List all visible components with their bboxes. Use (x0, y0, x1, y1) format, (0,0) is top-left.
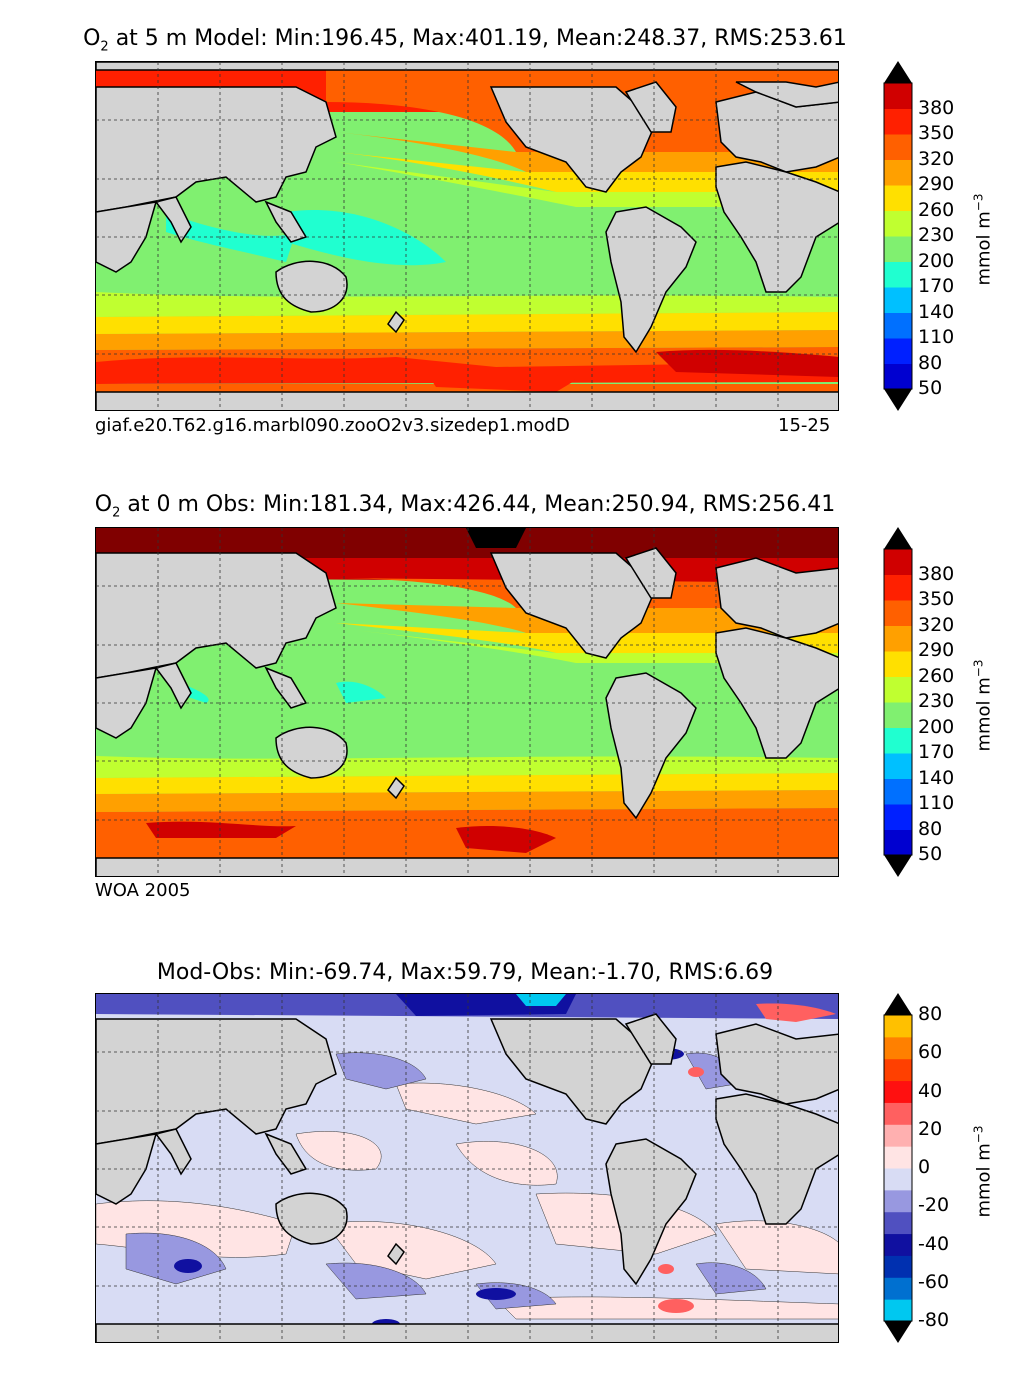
colorbar-segment (884, 83, 912, 109)
colorbar-segment (884, 625, 912, 652)
colorbar-tick-label: 110 (918, 326, 955, 348)
colorbar-segment (884, 1299, 912, 1322)
colorbar-segment (884, 185, 912, 211)
colorbar-segment (884, 210, 912, 237)
colorbar-segment (884, 1124, 912, 1147)
colorbar-segment (884, 702, 912, 728)
colorbar-tick-label: 20 (918, 1117, 943, 1140)
colorbar-segment (884, 261, 912, 288)
colorbar-segment (884, 600, 912, 626)
colorbar-tick-label: 80 (918, 351, 943, 374)
colorbar-segment (884, 338, 912, 364)
colorbar-tick-label: 380 (918, 562, 955, 585)
panel3-map[interactable] (95, 993, 839, 1343)
colorbar-extend-high (884, 527, 912, 549)
panel1-colorbar (883, 61, 913, 411)
colorbar-tick-label: 50 (918, 377, 943, 399)
colorbar-segment (884, 134, 912, 160)
colorbar-tick-label: 140 (918, 300, 955, 323)
colorbar-segment (884, 1058, 912, 1082)
colorbar-tick-label: 230 (918, 690, 955, 712)
colorbar-extend-high (884, 61, 912, 83)
colorbar-extend-low (884, 855, 912, 877)
colorbar-extend-high (884, 993, 912, 1015)
colorbar-segment (884, 1168, 912, 1191)
panel2-title: O2 at 0 m Obs: Min:181.34, Max:426.44, M… (94, 492, 836, 521)
colorbar-tick-label: 110 (918, 792, 955, 814)
colorbar-tick-label: 320 (918, 613, 955, 636)
colorbar-segment (884, 574, 912, 601)
colorbar-segment (884, 778, 912, 805)
colorbar-segment (884, 159, 912, 186)
colorbar-tick-label: 140 (918, 766, 955, 789)
panel2-map[interactable] (95, 527, 839, 877)
colorbar-segment (884, 312, 912, 339)
colorbar-tick-label: 0 (918, 1156, 931, 1178)
panel1-title: O2 at 5 m Model: Min:196.45, Max:401.19,… (83, 26, 847, 55)
colorbar-segment (884, 1189, 912, 1213)
colorbar-extend-low (884, 389, 912, 411)
colorbar-segment (884, 363, 912, 390)
colorbar-segment (884, 1211, 912, 1235)
panel3-colorbar-unit: mmol m−3 (971, 1125, 995, 1218)
colorbar-tick-label: -60 (918, 1270, 950, 1293)
colorbar-segment (884, 727, 912, 754)
colorbar-frame (883, 1014, 913, 1322)
colorbar-segment (884, 753, 912, 779)
colorbar-tick-label: 380 (918, 96, 955, 119)
colorbar-segment (884, 1015, 912, 1038)
colorbar-tick-label: 200 (918, 249, 955, 272)
colorbar-tick-label: -40 (918, 1232, 950, 1255)
colorbar-segment (884, 651, 912, 677)
colorbar-tick-label: 80 (918, 1003, 943, 1025)
colorbar-tick-label: 260 (918, 198, 955, 221)
colorbar-segment (884, 1102, 912, 1125)
colorbar-tick-label: 260 (918, 664, 955, 687)
colorbar-tick-label: -20 (918, 1194, 950, 1217)
panel3-colorbar (883, 993, 913, 1343)
colorbar-tick-label: -80 (918, 1309, 950, 1331)
colorbar-segment (884, 829, 912, 856)
colorbar-tick-label: 350 (918, 588, 955, 610)
colorbar-segment (884, 676, 912, 703)
colorbar-tick-label: 80 (918, 817, 943, 840)
colorbar-segment (884, 1277, 912, 1300)
panel2-colorbar (883, 527, 913, 877)
colorbar-tick-label: 170 (918, 275, 955, 297)
colorbar-extend-low (884, 1321, 912, 1343)
colorbar-segment (884, 549, 912, 575)
colorbar-segment (884, 236, 912, 262)
colorbar-segment (884, 804, 912, 830)
colorbar-segment (884, 287, 912, 313)
panel3-title: Mod-Obs: Min:-69.74, Max:59.79, Mean:-1.… (156, 960, 774, 985)
colorbar-segment (884, 108, 912, 135)
colorbar-tick-label: 200 (918, 715, 955, 738)
colorbar-segment (884, 1146, 912, 1169)
colorbar-frame (883, 82, 913, 390)
colorbar-tick-label: 350 (918, 122, 955, 144)
colorbar-tick-label: 230 (918, 224, 955, 246)
panel2-colorbar-unit: mmol m−3 (971, 659, 995, 752)
colorbar-segment (884, 1233, 912, 1256)
panel1-map[interactable] (95, 61, 839, 411)
colorbar-segment (884, 1255, 912, 1278)
colorbar-tick-label: 60 (918, 1041, 943, 1064)
panel1-colorbar-unit: mmol m−3 (971, 193, 995, 286)
colorbar-frame (883, 548, 913, 856)
colorbar-tick-label: 170 (918, 741, 955, 763)
panel2-caption-left: WOA 2005 (95, 880, 191, 901)
colorbar-tick-label: 320 (918, 147, 955, 170)
colorbar-tick-label: 290 (918, 639, 955, 661)
panel1-caption-right: 15-25 (778, 415, 831, 436)
panel1-caption-left: giaf.e20.T62.g16.marbl090.zooO2v3.sizede… (95, 415, 570, 436)
colorbar-tick-label: 290 (918, 173, 955, 195)
colorbar-segment (884, 1080, 912, 1103)
colorbar-tick-label: 50 (918, 843, 943, 865)
colorbar-segment (884, 1036, 912, 1060)
colorbar-tick-label: 40 (918, 1079, 943, 1102)
